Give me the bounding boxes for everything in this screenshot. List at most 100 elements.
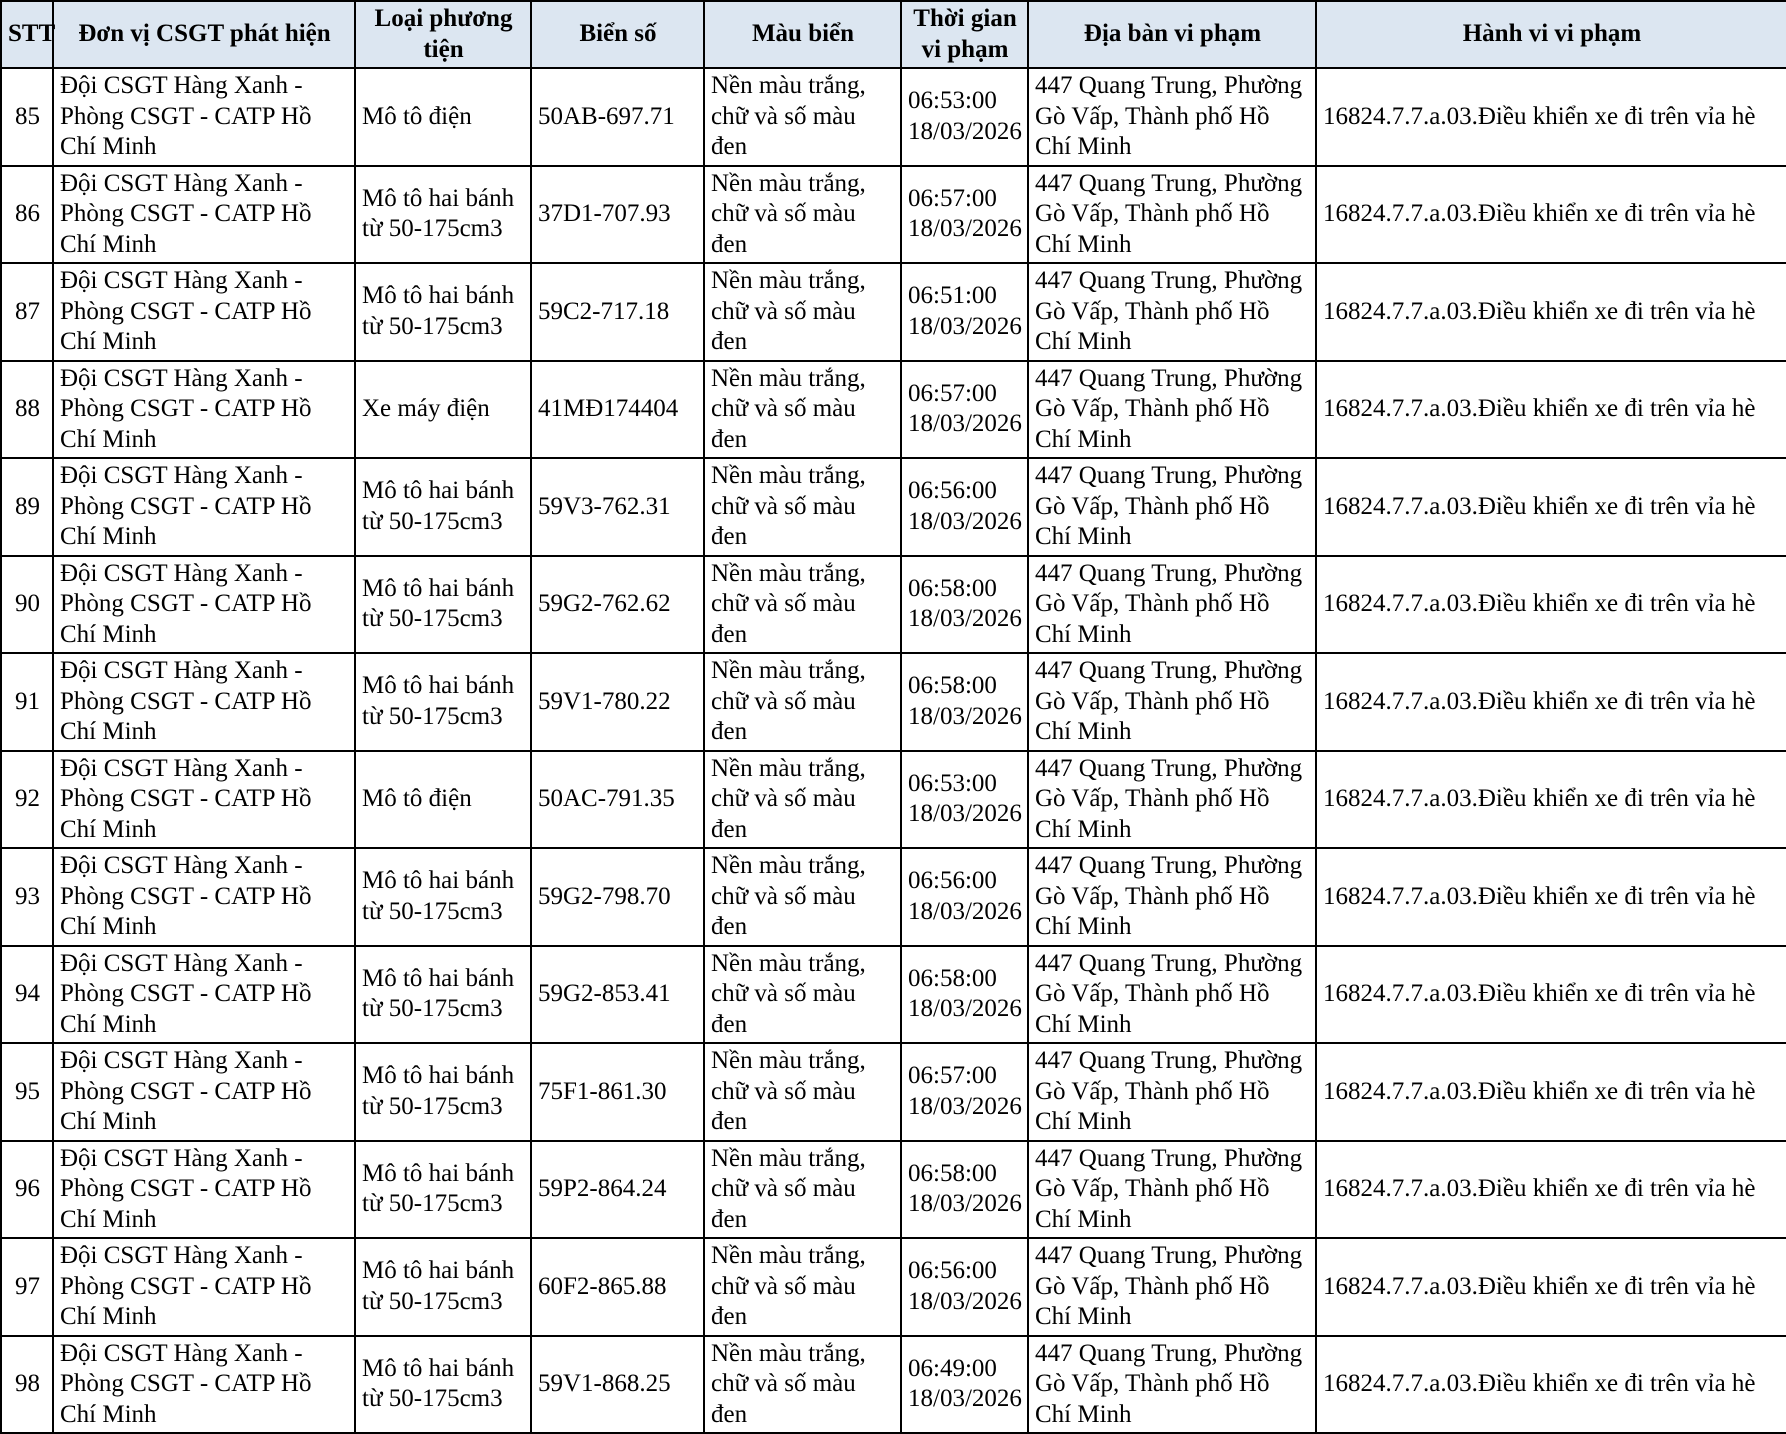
cell-unit-text: Đội CSGT Hàng Xanh - Phòng CSGT - CATP H… [60,1047,312,1135]
cell-behavior: 16824.7.7.a.03.Điều khiển xe đi trên vỉa… [1315,944,1786,1044]
cell-stt-text: 90 [15,590,40,617]
cell-unit: Đội CSGT Hàng Xanh - Phòng CSGT - CATP H… [52,554,356,654]
cell-plate: 59V3-762.31 [530,457,705,557]
cell-time-clock: 06:56:00 [908,867,997,895]
cell-time-date: 18/03/2026 [908,702,1022,730]
table-row: 86 Đội CSGT Hàng Xanh - Phòng CSGT - CATP… [0,164,1786,264]
cell-unit: Đội CSGT Hàng Xanh - Phòng CSGT - CATP H… [52,1237,356,1337]
cell-vehicle-type: Mô tô hai bánh từ 50-175cm3 [354,944,532,1044]
cell-unit-text: Đội CSGT Hàng Xanh - Phòng CSGT - CATP H… [60,754,312,843]
cell-time: 06:58:00 18/03/2026 [900,944,1029,1044]
cell-time: 06:57:00 18/03/2026 [900,164,1029,264]
cell-stt-text: 98 [15,1370,40,1397]
cell-plate: 75F1-861.30 [530,1042,705,1142]
cell-area-text: 447 Quang Trung, Phường Gò Vấp, Thành ph… [1035,1144,1303,1233]
cell-time-clock: 06:53:00 [908,769,997,797]
table-row: 92 Đội CSGT Hàng Xanh - Phòng CSGT - CATP… [0,749,1786,849]
cell-time-date: 18/03/2026 [908,1385,1022,1413]
cell-plate-color-text: Nền màu trắng, chữ và số màu đen [711,267,866,355]
cell-unit: Đội CSGT Hàng Xanh - Phòng CSGT - CATP H… [52,262,356,362]
cell-area-text: 447 Quang Trung, Phường Gò Vấp, Thành ph… [1035,267,1303,355]
cell-plate-color: Nền màu trắng, chữ và số màu đen [703,1042,902,1142]
cell-behavior: 16824.7.7.a.03.Điều khiển xe đi trên vỉa… [1315,457,1786,557]
cell-plate: 50AC-791.35 [530,749,705,849]
cell-vehicle-type-text: Mô tô hai bánh từ 50-175cm3 [362,1062,515,1120]
cell-time-clock: 06:58:00 [908,574,997,602]
cell-vehicle-type-text: Xe máy điện [362,395,490,422]
cell-behavior-text: 16824.7.7.a.03.Điều khiển xe đi trên vỉa… [1323,590,1756,617]
cell-behavior-text: 16824.7.7.a.03.Điều khiển xe đi trên vỉa… [1323,102,1756,130]
cell-vehicle-type-text: Mô tô hai bánh từ 50-175cm3 [362,1257,515,1315]
cell-plate-text: 75F1-861.30 [538,1077,667,1105]
cell-vehicle-type: Mô tô hai bánh từ 50-175cm3 [354,1237,532,1337]
cell-plate-text: 60F2-865.88 [538,1272,667,1300]
cell-behavior: 16824.7.7.a.03.Điều khiển xe đi trên vỉa… [1315,164,1786,264]
cell-vehicle-type-text: Mô tô hai bánh từ 50-175cm3 [362,1354,515,1413]
cell-stt: 92 [0,749,54,849]
table-row: 98 Đội CSGT Hàng Xanh - Phòng CSGT - CATP… [0,1334,1786,1434]
cell-vehicle-type: Xe máy điện [354,359,532,459]
cell-time-date: 18/03/2026 [908,117,1022,145]
cell-time-clock: 06:57:00 [908,184,997,212]
cell-stt-text: 93 [15,882,40,910]
table-row: 94 Đội CSGT Hàng Xanh - Phòng CSGT - CATP… [0,944,1786,1044]
cell-plate-color: Nền màu trắng, chữ và số màu đen [703,944,902,1044]
cell-stt: 95 [0,1042,54,1142]
cell-area-text: 447 Quang Trung, Phường Gò Vấp, Thành ph… [1035,852,1303,940]
cell-time-date: 18/03/2026 [908,1190,1022,1218]
cell-plate-color-text: Nền màu trắng, chữ và số màu đen [711,852,866,940]
cell-time-date: 18/03/2026 [908,410,1022,438]
cell-vehicle-type-text: Mô tô hai bánh từ 50-175cm3 [362,867,515,925]
cell-behavior: 16824.7.7.a.03.Điều khiển xe đi trên vỉa… [1315,1237,1786,1337]
column-header-stt: STT [0,0,55,69]
cell-stt-text: 96 [15,1175,40,1202]
cell-time-date: 18/03/2026 [908,312,1022,340]
cell-plate-color: Nền màu trắng, chữ và số màu đen [703,262,902,362]
cell-plate-text: 59C2-717.18 [538,297,670,325]
cell-behavior-text: 16824.7.7.a.03.Điều khiển xe đi trên vỉa… [1323,1077,1756,1105]
table-header: STT Đơn vị CSGT phát hiện Loại phương ti… [0,0,1786,69]
cell-behavior-text: 16824.7.7.a.03.Điều khiển xe đi trên vỉa… [1323,492,1756,520]
cell-time: 06:58:00 18/03/2026 [900,554,1029,654]
cell-unit: Đội CSGT Hàng Xanh - Phòng CSGT - CATP H… [52,1334,356,1434]
cell-behavior: 16824.7.7.a.03.Điều khiển xe đi trên vỉa… [1315,262,1786,362]
cell-area: 447 Quang Trung, Phường Gò Vấp, Thành ph… [1027,457,1317,557]
cell-unit: Đội CSGT Hàng Xanh - Phòng CSGT - CATP H… [52,1139,356,1239]
table-row: 85 Đội CSGT Hàng Xanh - Phòng CSGT - CATP… [0,67,1786,167]
column-header-behavior: Hành vi vi phạm [1315,0,1786,69]
cell-plate-text: 50AB-697.71 [538,102,675,130]
cell-plate-color-text: Nền màu trắng, chữ và số màu đen [711,1144,866,1233]
table-row: 97 Đội CSGT Hàng Xanh - Phòng CSGT - CATP… [0,1237,1786,1337]
cell-behavior: 16824.7.7.a.03.Điều khiển xe đi trên vỉa… [1315,749,1786,849]
cell-area-text: 447 Quang Trung, Phường Gò Vấp, Thành ph… [1035,462,1303,550]
cell-stt: 91 [0,652,54,752]
cell-stt-text: 86 [15,200,40,227]
cell-time-date: 18/03/2026 [908,605,1022,633]
cell-vehicle-type-text: Mô tô hai bánh từ 50-175cm3 [362,184,515,243]
cell-plate-text: 59V1-868.25 [538,1370,671,1397]
cell-stt: 93 [0,847,54,947]
cell-area: 447 Quang Trung, Phường Gò Vấp, Thành ph… [1027,944,1317,1044]
table-row: 96 Đội CSGT Hàng Xanh - Phòng CSGT - CATP… [0,1139,1786,1239]
cell-time-date: 18/03/2026 [908,897,1022,925]
cell-plate-color-text: Nền màu trắng, chữ và số màu đen [711,949,866,1038]
cell-behavior-text: 16824.7.7.a.03.Điều khiển xe đi trên vỉa… [1323,200,1756,227]
cell-time-clock: 06:51:00 [908,282,997,310]
cell-behavior: 16824.7.7.a.03.Điều khiển xe đi trên vỉa… [1315,1139,1786,1239]
cell-vehicle-type: Mô tô hai bánh từ 50-175cm3 [354,1042,532,1142]
cell-plate-color-text: Nền màu trắng, chữ và số màu đen [711,462,866,550]
cell-plate-text: 59V1-780.22 [538,687,671,715]
cell-behavior-text: 16824.7.7.a.03.Điều khiển xe đi trên vỉa… [1323,297,1756,325]
cell-plate-color-text: Nền màu trắng, chữ và số màu đen [711,559,866,648]
cell-unit: Đội CSGT Hàng Xanh - Phòng CSGT - CATP H… [52,1042,356,1142]
cell-area: 447 Quang Trung, Phường Gò Vấp, Thành ph… [1027,847,1317,947]
cell-area: 447 Quang Trung, Phường Gò Vấp, Thành ph… [1027,164,1317,264]
cell-plate-color: Nền màu trắng, chữ và số màu đen [703,749,902,849]
cell-vehicle-type: Mô tô hai bánh từ 50-175cm3 [354,847,532,947]
cell-time-clock: 06:58:00 [908,1159,997,1187]
cell-plate: 59P2-864.24 [530,1139,705,1239]
cell-behavior-text: 16824.7.7.a.03.Điều khiển xe đi trên vỉa… [1323,980,1756,1007]
cell-time-date: 18/03/2026 [908,995,1022,1023]
